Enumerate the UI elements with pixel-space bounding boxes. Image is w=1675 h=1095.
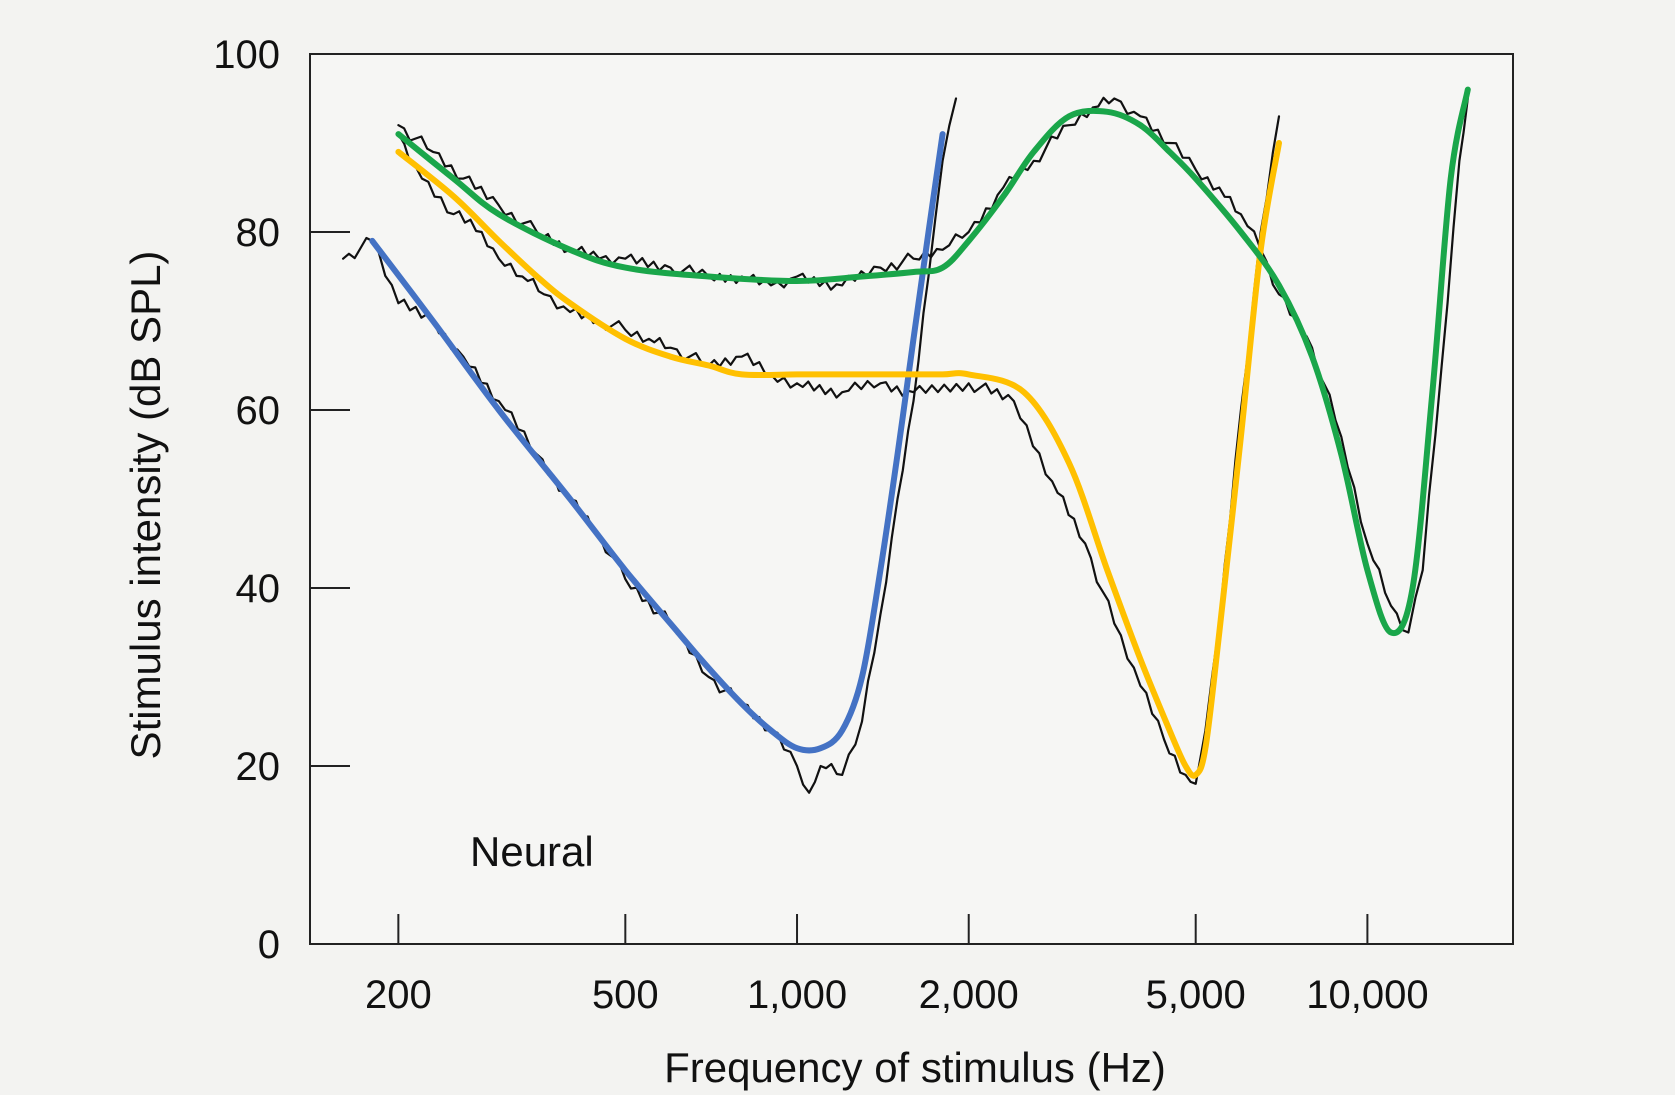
- x-tick-label: 10,000: [1306, 973, 1428, 1017]
- x-tick-label: 2,000: [919, 973, 1019, 1017]
- y-tick-label: 60: [236, 389, 281, 433]
- y-tick-label: 0: [258, 923, 280, 967]
- x-tick-label: 5,000: [1146, 973, 1246, 1017]
- raw-threshold-line: [397, 115, 1281, 785]
- x-axis-title: Frequency of stimulus (Hz): [664, 1044, 1166, 1091]
- x-tick-label: 500: [592, 973, 659, 1017]
- fitted-curve-line: [395, 86, 1471, 637]
- series-layer: [342, 86, 1471, 794]
- x-axis: 200 500 1,000 2,000 5,000 10,000: [365, 914, 1429, 1017]
- x-tick-label: 1,000: [747, 973, 847, 1017]
- y-axis-title: Stimulus intensity (dB SPL): [122, 251, 169, 760]
- fitted-curve-line: [369, 131, 946, 754]
- fitted-curve-line: [395, 140, 1282, 779]
- annotation-neural: Neural: [470, 828, 594, 875]
- y-tick-label: 80: [236, 211, 281, 255]
- y-tick-label: 100: [213, 33, 280, 77]
- plot-frame: [309, 53, 1514, 945]
- y-tick-label: 40: [236, 567, 281, 611]
- y-tick-label: 20: [236, 745, 281, 789]
- y-axis: 0 20 40 60 80 100: [213, 33, 350, 967]
- x-tick-label: 200: [365, 973, 432, 1017]
